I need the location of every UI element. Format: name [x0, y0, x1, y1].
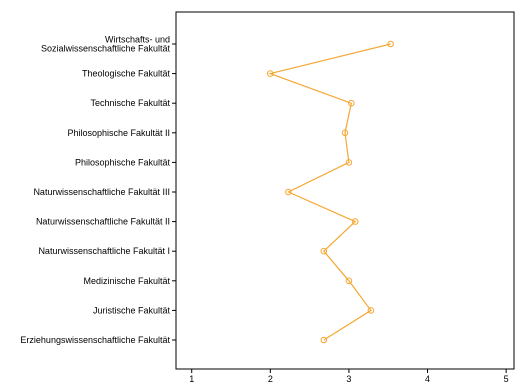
data-point	[320, 247, 328, 255]
category-label: Theologische Fakultät	[82, 69, 171, 79]
value-tick-label: 3	[346, 374, 351, 384]
category-label: Erziehungswissenschaftliche Fakultät	[20, 335, 170, 345]
series-line	[268, 43, 391, 341]
category-label: Philosophische Fakultät	[75, 157, 171, 167]
data-point	[387, 40, 394, 48]
category-label: Sozialwissenschaftliche Fakultät	[41, 44, 171, 54]
category-label: Philosophische Fakultät II	[67, 128, 170, 138]
value-tick-label: 1	[189, 374, 194, 384]
category-label: Naturwissenschaftliche Fakultät II	[36, 217, 170, 227]
data-point	[348, 99, 355, 107]
category-label: Technische Fakultät	[90, 98, 170, 108]
data-point	[285, 188, 292, 196]
category-label: Naturwissenschaftliche Fakultät I	[38, 246, 170, 256]
data-point	[341, 129, 349, 137]
category-label: Medizinische Fakultät	[83, 276, 170, 286]
data-point	[320, 336, 328, 344]
data-point	[267, 70, 274, 77]
category-label: Naturwissenschaftliche Fakultät III	[33, 187, 170, 197]
value-axis	[191, 369, 507, 373]
data-points	[267, 40, 394, 344]
value-tick-label: 5	[504, 374, 509, 384]
plot-frame	[175, 11, 515, 370]
value-axis-labels: 1 2 3 4 5	[189, 374, 508, 384]
category-labels: Wirtschafts- undSozialwissenschaftliche …	[20, 35, 170, 346]
data-point	[345, 159, 353, 166]
data-point	[345, 277, 353, 285]
category-label: Juristische Fakultät	[93, 305, 171, 315]
category-label: Wirtschafts- und	[105, 35, 170, 45]
value-tick-label: 2	[268, 374, 273, 384]
category-axis	[172, 43, 176, 341]
data-point	[351, 218, 359, 225]
data-point	[367, 307, 375, 314]
value-tick-label: 4	[425, 374, 430, 384]
